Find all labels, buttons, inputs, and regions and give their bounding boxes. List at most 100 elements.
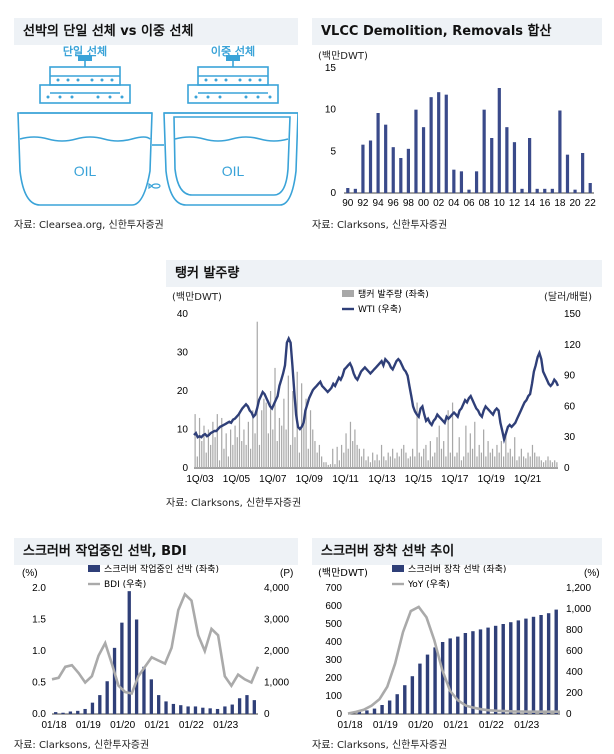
order-bar bbox=[323, 462, 325, 468]
x-tick-label: 01/20 bbox=[408, 720, 433, 731]
order-bar bbox=[516, 460, 518, 468]
scrubber-working-bar bbox=[105, 681, 109, 714]
left-tick-label: 10 bbox=[177, 425, 189, 436]
order-bar bbox=[196, 456, 198, 468]
order-bar bbox=[236, 437, 238, 468]
order-bar bbox=[338, 460, 340, 468]
scrubber-working-bar bbox=[142, 666, 146, 714]
order-bar bbox=[272, 429, 274, 468]
order-bar bbox=[460, 460, 463, 468]
order-bar bbox=[254, 433, 256, 468]
left-tick-label: 0 bbox=[182, 463, 188, 474]
double-oil-label: OIL bbox=[222, 163, 245, 179]
scrubber-installed-bar bbox=[387, 700, 392, 714]
order-bar bbox=[465, 425, 467, 468]
demolition-source: 자료: Clarksons, 신한투자증권 bbox=[312, 220, 448, 231]
order-bar bbox=[365, 460, 367, 468]
order-bar bbox=[287, 375, 289, 468]
legend-bar-swatch bbox=[392, 565, 404, 572]
x-tick-label: 16 bbox=[539, 198, 551, 209]
scrubber-installed-bar bbox=[380, 705, 384, 714]
order-bar bbox=[434, 452, 436, 468]
left-tick-label: 2.0 bbox=[32, 583, 46, 594]
order-bar bbox=[214, 437, 216, 468]
x-tick-label: 92 bbox=[357, 198, 369, 209]
order-bar bbox=[245, 444, 247, 468]
scrubber-working-bar bbox=[76, 710, 80, 714]
right-tick-label: 1,200 bbox=[566, 583, 591, 594]
order-bar bbox=[218, 460, 221, 468]
order-bar bbox=[349, 421, 352, 468]
order-bar bbox=[503, 456, 505, 468]
scrubber-installed-bar bbox=[433, 647, 437, 714]
scrubber-working-bar bbox=[223, 706, 227, 714]
order-bar bbox=[445, 456, 447, 468]
scrubber-installed-bar bbox=[509, 622, 513, 714]
order-bar bbox=[232, 444, 234, 468]
order-bar bbox=[456, 452, 458, 468]
demolition-bar bbox=[528, 138, 532, 193]
order-bar bbox=[376, 454, 378, 468]
right-tick-label: 600 bbox=[566, 646, 583, 657]
order-bar bbox=[347, 448, 349, 468]
left-tick-label: 400 bbox=[325, 637, 342, 648]
order-bar bbox=[325, 462, 327, 468]
order-bar bbox=[336, 446, 338, 468]
scrubber-working-bar bbox=[201, 707, 205, 714]
x-tick-label: 04 bbox=[448, 198, 460, 209]
order-bar bbox=[285, 429, 287, 468]
order-bar bbox=[374, 460, 376, 468]
left-tick-label: 0.0 bbox=[32, 709, 46, 720]
order-bar bbox=[234, 425, 236, 468]
order-bar bbox=[429, 441, 431, 468]
bdi-line bbox=[51, 592, 260, 696]
demolition-bar bbox=[520, 188, 524, 193]
order-bar bbox=[263, 398, 265, 468]
bdi-title: 스크러버 작업중인 선박, BDI bbox=[14, 538, 298, 565]
scrubber-working-bar bbox=[149, 679, 153, 714]
scrubber-working-bar bbox=[245, 695, 249, 714]
order-bar bbox=[451, 402, 454, 468]
order-bar bbox=[525, 458, 527, 468]
scrubber-left-unit: (백만DWT) bbox=[318, 567, 368, 579]
x-tick-label: 12 bbox=[509, 198, 521, 209]
order-bar bbox=[476, 456, 478, 468]
x-tick-label: 06 bbox=[463, 198, 475, 209]
right-tick-label: 90 bbox=[564, 371, 576, 382]
scrubber-installed-bar bbox=[493, 625, 498, 714]
order-bar bbox=[225, 433, 227, 468]
order-bar bbox=[283, 398, 285, 468]
order-bar bbox=[312, 429, 314, 468]
legend-bar-swatch bbox=[342, 290, 354, 297]
order-bar bbox=[534, 452, 536, 468]
order-bar bbox=[540, 460, 542, 468]
demolition-bar bbox=[414, 109, 418, 193]
order-bar bbox=[556, 462, 558, 468]
x-tick-label: 02 bbox=[433, 198, 445, 209]
order-bar bbox=[531, 444, 534, 468]
order-bar bbox=[258, 444, 261, 468]
scrubber-working-bar bbox=[120, 622, 124, 714]
order-bar bbox=[385, 460, 387, 468]
order-bar bbox=[318, 444, 321, 468]
order-bar bbox=[292, 391, 294, 468]
order-bar bbox=[551, 462, 554, 468]
scrubber-installed-bar bbox=[539, 615, 543, 714]
order-bar bbox=[443, 441, 445, 468]
scrubber-working-bar bbox=[230, 704, 234, 714]
x-tick-label: 98 bbox=[403, 198, 415, 209]
order-bar bbox=[480, 452, 483, 468]
single-hull-ship bbox=[17, 55, 153, 206]
order-bar bbox=[403, 444, 405, 468]
order-bar bbox=[352, 441, 354, 468]
demolition-bar bbox=[452, 169, 456, 193]
hull-title: 선박의 단일 선체 vs 이중 선체 bbox=[14, 18, 298, 45]
scrubber-installed-bar bbox=[463, 633, 468, 714]
bdi-chart: 0.0 0.5 1.0 1.5 2.0 0 1,000 2,000 3,000 4,000 01/1… bbox=[22, 564, 293, 731]
y-tick-label: 15 bbox=[325, 63, 337, 74]
demolition-bar bbox=[406, 148, 410, 193]
scrubber-installed-bar bbox=[554, 609, 558, 714]
x-tick-label: 1Q/17 bbox=[441, 474, 469, 485]
order-bar bbox=[514, 437, 516, 468]
